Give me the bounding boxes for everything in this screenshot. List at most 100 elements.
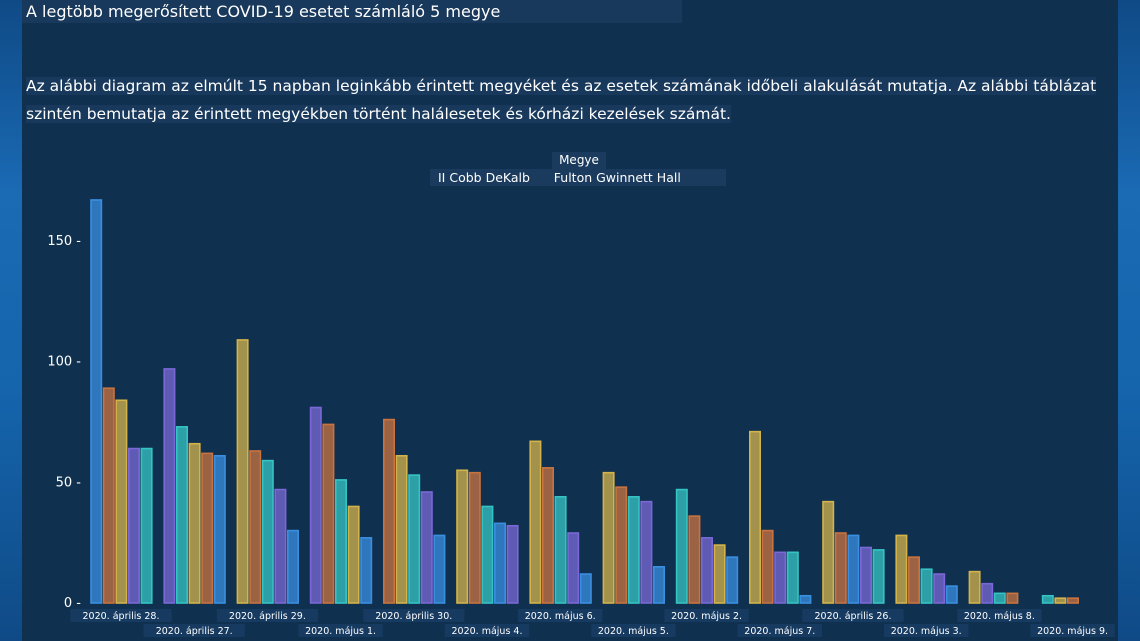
bar[interactable] (1054, 597, 1067, 604)
bar[interactable] (859, 546, 872, 604)
x-label-background (298, 624, 383, 637)
bar[interactable] (1041, 594, 1054, 604)
bar[interactable] (834, 532, 847, 604)
bar[interactable] (627, 496, 640, 604)
bar[interactable] (420, 491, 433, 604)
bar[interactable] (176, 426, 189, 604)
x-label-background (143, 624, 245, 637)
bar[interactable] (360, 537, 373, 604)
bar[interactable] (895, 534, 908, 604)
page-title: A legtöbb megerősített COVID-19 esetet s… (22, 0, 682, 23)
bar[interactable] (847, 534, 860, 604)
bar[interactable] (274, 488, 287, 604)
bar[interactable] (347, 505, 360, 604)
legend-items[interactable]: II Cobb DeKalb Fulton Gwinnett Hall (430, 169, 726, 186)
bar[interactable] (726, 556, 739, 604)
bar[interactable] (675, 488, 688, 604)
bar[interactable] (115, 399, 128, 604)
bar[interactable] (799, 594, 812, 604)
bar[interactable] (786, 551, 799, 604)
bar[interactable] (140, 447, 153, 604)
bar[interactable] (822, 500, 835, 604)
bar[interactable] (506, 524, 519, 604)
right-edge-decoration (1118, 0, 1140, 641)
bar[interactable] (322, 423, 335, 604)
bar[interactable] (541, 467, 554, 604)
bar[interactable] (579, 573, 592, 604)
bar[interactable] (334, 479, 347, 604)
x-tick-label: 2020. május 2. (671, 611, 742, 622)
x-tick-label: 2020. május 9. (1037, 626, 1108, 637)
bar[interactable] (236, 339, 249, 604)
bar[interactable] (993, 592, 1006, 604)
x-tick-label: 2020. április 28. (83, 611, 160, 622)
bar[interactable] (102, 387, 115, 604)
y-axis: 0 - 50 - 100 - 150 - (47, 234, 81, 611)
x-tick-label: 2020. május 8. (964, 611, 1035, 622)
bar[interactable] (382, 418, 395, 604)
bar[interactable] (567, 532, 580, 604)
bar[interactable] (774, 551, 787, 604)
bar[interactable] (456, 469, 469, 604)
bar[interactable] (615, 486, 628, 604)
bar[interactable] (1067, 597, 1080, 604)
x-tick-label: 2020. május 5. (598, 626, 669, 637)
chart-description: Az alábbi diagram az elmúlt 15 napban le… (22, 72, 1118, 128)
bar[interactable] (748, 430, 761, 604)
bar[interactable] (652, 565, 665, 604)
bar[interactable] (554, 496, 567, 604)
bar[interactable] (761, 529, 774, 604)
bar[interactable] (907, 556, 920, 604)
bars (90, 199, 1080, 604)
bar[interactable] (640, 500, 653, 604)
bar[interactable] (872, 549, 885, 604)
y-tick-label: 50 - (56, 475, 82, 490)
bar[interactable] (481, 505, 494, 604)
x-tick-label: 2020. május 7. (744, 626, 815, 637)
x-label-background (216, 609, 318, 622)
bar[interactable] (945, 585, 958, 604)
bar[interactable] (433, 534, 446, 604)
x-label-background (518, 609, 603, 622)
y-tick-label: 0 - (64, 596, 81, 611)
bar[interactable] (395, 454, 408, 604)
x-tick-label: 2020. május 6. (525, 611, 596, 622)
x-label-background (591, 624, 676, 637)
x-label-background (737, 624, 822, 637)
bar[interactable] (408, 474, 421, 604)
legend-title: Megye (552, 152, 606, 169)
bar[interactable] (201, 452, 214, 604)
bar[interactable] (968, 570, 981, 604)
bar[interactable] (981, 582, 994, 604)
bar[interactable] (261, 459, 274, 604)
x-label-background (70, 609, 172, 622)
left-edge-decoration (0, 0, 22, 641)
bar[interactable] (188, 442, 201, 604)
x-label-background (363, 609, 465, 622)
bar[interactable] (128, 447, 141, 604)
x-label-background (957, 609, 1042, 622)
bar[interactable] (920, 568, 933, 604)
bar[interactable] (688, 515, 701, 604)
x-tick-label: 2020. április 29. (229, 611, 306, 622)
bar[interactable] (493, 522, 506, 604)
y-tick-label: 100 - (47, 355, 81, 370)
bar[interactable] (713, 544, 726, 604)
x-axis: 2020. április 28. 2020. április 27. 2020. … (70, 609, 1115, 637)
bar[interactable] (529, 440, 542, 604)
x-tick-label: 2020. május 3. (891, 626, 962, 637)
bar[interactable] (213, 454, 226, 604)
bar[interactable] (90, 199, 103, 604)
bar[interactable] (309, 406, 322, 604)
bar[interactable] (249, 450, 262, 604)
bar[interactable] (1006, 592, 1019, 604)
bar[interactable] (700, 537, 713, 604)
bar[interactable] (933, 573, 946, 604)
bar[interactable] (602, 471, 615, 604)
x-label-background (444, 624, 530, 637)
x-tick-label: 2020. május 1. (305, 626, 376, 637)
bar[interactable] (468, 471, 481, 604)
x-label-background (664, 609, 749, 622)
bar[interactable] (286, 529, 299, 604)
bar[interactable] (163, 368, 176, 604)
